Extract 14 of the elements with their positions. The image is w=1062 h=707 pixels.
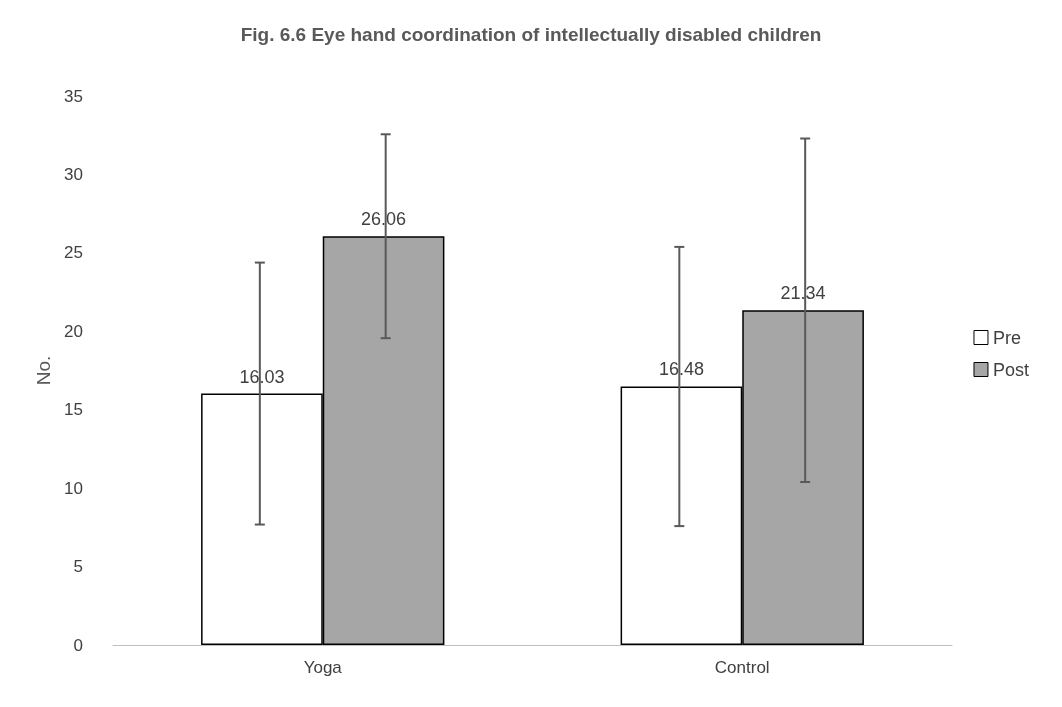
legend-label: Post bbox=[992, 359, 1030, 380]
y-tick-label: 25 bbox=[64, 243, 83, 263]
y-tick-label: 0 bbox=[73, 635, 83, 655]
y-tick-label: 15 bbox=[64, 400, 83, 420]
x-tick-label: Yoga bbox=[303, 658, 343, 677]
y-tick-label: 20 bbox=[64, 321, 83, 341]
y-tick-label: 10 bbox=[64, 478, 83, 498]
x-tick-label: Control bbox=[714, 658, 770, 677]
y-axis-title: No. bbox=[33, 355, 55, 386]
y-tick-label: 30 bbox=[64, 164, 83, 184]
legend-label: Pre bbox=[992, 327, 1021, 348]
y-tick-label: 5 bbox=[73, 557, 83, 577]
chart-title: Fig. 6.6 Eye hand coordination of intellectually disabled children bbox=[240, 24, 822, 45]
y-tick-label: 35 bbox=[64, 86, 83, 106]
